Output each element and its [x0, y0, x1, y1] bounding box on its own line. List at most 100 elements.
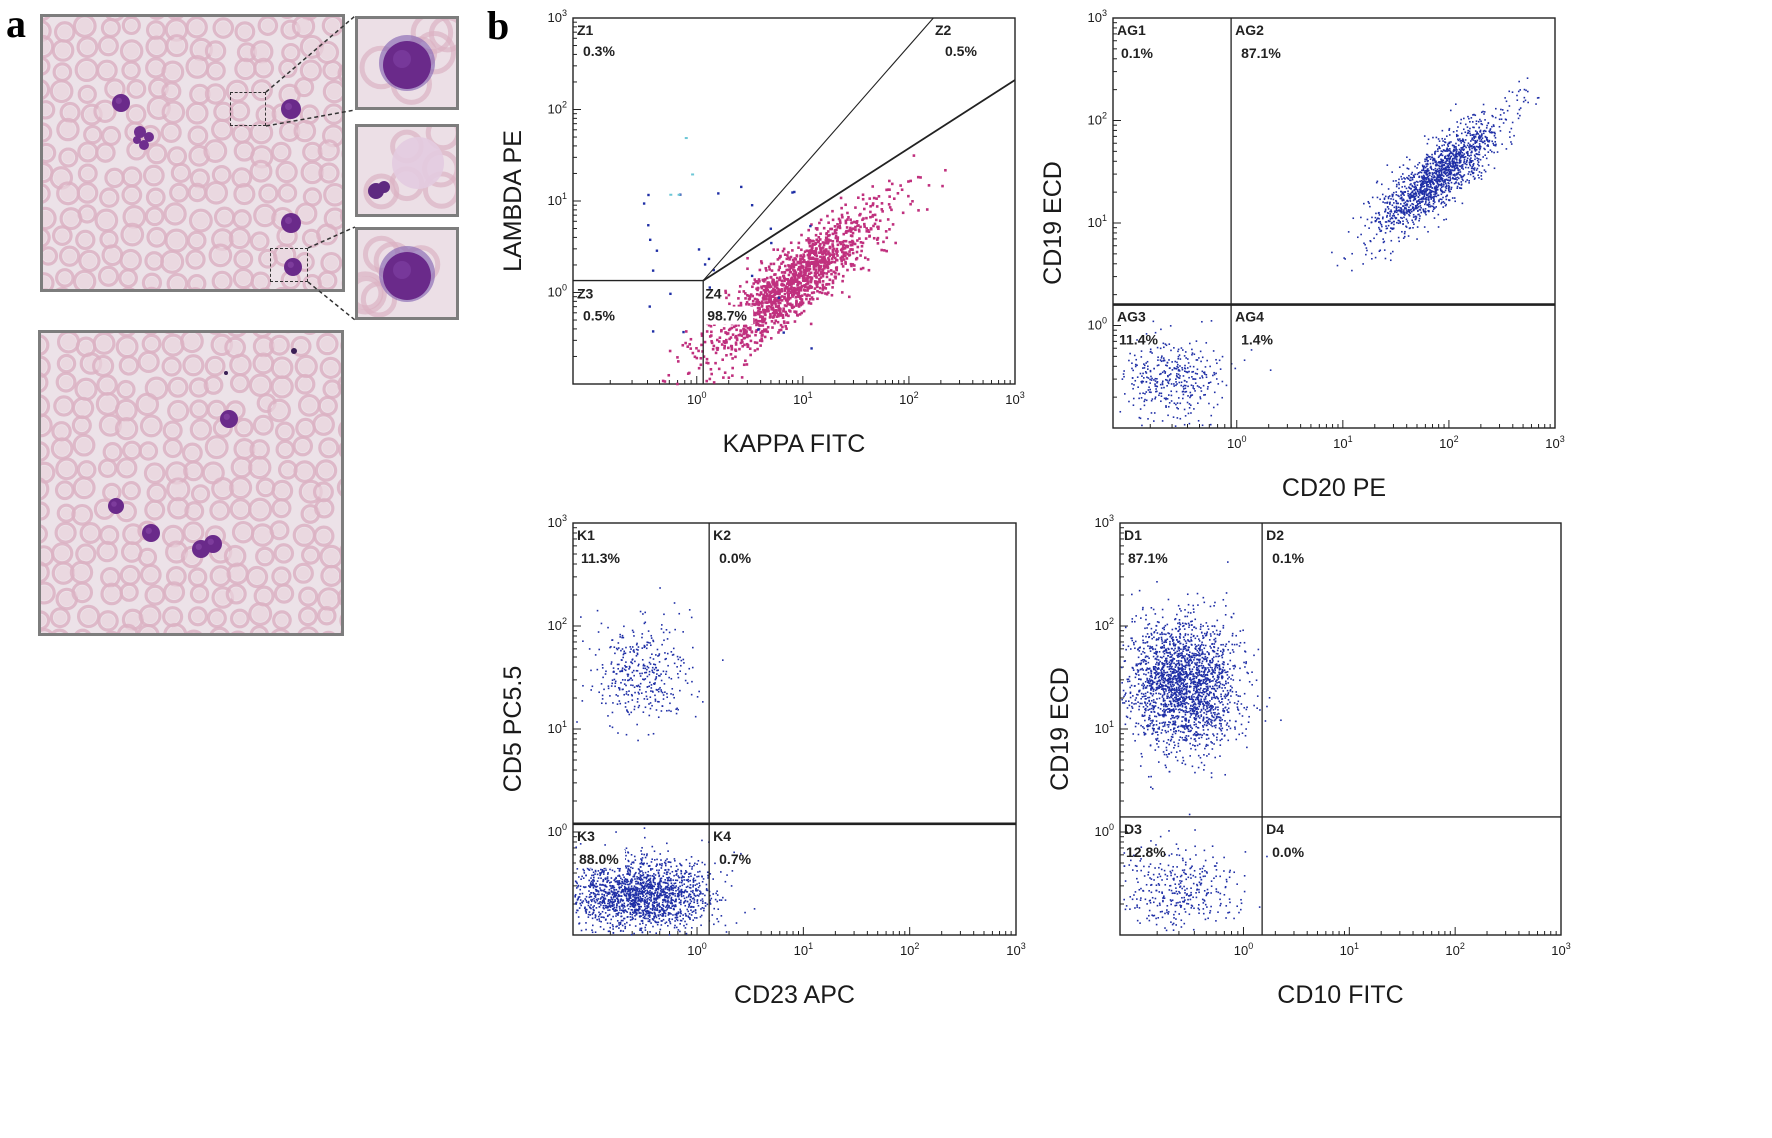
event-dot [653, 850, 656, 853]
event-dot [637, 882, 639, 885]
event-dot [713, 923, 715, 926]
event-dot [1439, 188, 1442, 190]
event-dot [1442, 206, 1445, 208]
event-dot [1438, 161, 1440, 163]
event-dot [1184, 370, 1186, 372]
event-dot [627, 867, 630, 870]
event-dot [634, 918, 637, 921]
event-dot [1425, 188, 1428, 190]
event-dot [1459, 171, 1462, 173]
event-dot [594, 901, 597, 904]
event-dot [1389, 215, 1391, 217]
event-dot [1494, 144, 1497, 147]
event-dot [575, 881, 578, 883]
event-dot [1396, 183, 1398, 186]
event-dot [678, 902, 681, 904]
event-dot [640, 858, 642, 860]
event-dot [662, 694, 665, 696]
event-dot [734, 334, 738, 338]
event-dot [593, 893, 596, 895]
event-dot [1410, 191, 1413, 194]
event-dot [1463, 160, 1465, 162]
event-dot [642, 885, 645, 888]
event-dot [666, 900, 669, 903]
event-dot [1470, 167, 1473, 170]
event-dot [748, 326, 752, 330]
event-dot [1182, 375, 1185, 377]
event-dot [667, 924, 669, 927]
event-dot [872, 224, 875, 228]
event-dot [616, 898, 619, 901]
event-dot [1409, 204, 1412, 207]
event-dot [677, 875, 679, 877]
event-dot [790, 282, 794, 286]
event-dot [697, 248, 701, 251]
event-dot [1409, 193, 1412, 195]
event-dot [677, 676, 680, 679]
event-dot [610, 661, 613, 663]
event-dot [821, 256, 825, 259]
event-dot [1438, 172, 1440, 174]
event-dot [1441, 201, 1443, 204]
event-dot [815, 280, 819, 284]
event-dot [589, 907, 592, 909]
event-dot [764, 329, 768, 333]
event-dot [615, 906, 618, 909]
event-dot [636, 878, 638, 880]
event-dot [1472, 114, 1474, 116]
event-dot [1423, 165, 1426, 168]
event-dot [1461, 148, 1463, 151]
event-dot [1454, 178, 1457, 180]
event-dot [1403, 180, 1406, 183]
event-dot [690, 856, 693, 858]
event-dot [797, 305, 801, 308]
event-dot [705, 330, 709, 333]
event-dot [589, 893, 591, 896]
event-dot [1439, 170, 1442, 172]
event-dot [1487, 140, 1489, 143]
event-dot [780, 271, 784, 274]
event-dot [1480, 175, 1483, 177]
event-dot [689, 902, 692, 905]
event-dot [857, 196, 860, 200]
event-dot [771, 280, 774, 284]
event-dot [787, 273, 791, 277]
event-dot [1484, 154, 1487, 157]
event-dot [1405, 226, 1408, 228]
event-dot [1478, 171, 1481, 173]
event-dot [612, 667, 615, 669]
event-dot [826, 291, 830, 294]
event-dot [1464, 156, 1467, 158]
event-dot [1422, 185, 1425, 188]
event-dot [1472, 146, 1475, 149]
event-dot [845, 257, 849, 260]
event-dot [1187, 395, 1189, 397]
event-dot [612, 915, 614, 918]
event-dot [1426, 154, 1429, 156]
event-dot [1395, 205, 1398, 208]
event-dot [628, 665, 631, 668]
event-dot [1156, 364, 1159, 367]
event-dot [1119, 410, 1122, 413]
event-dot [835, 252, 838, 256]
event-dot [1390, 217, 1393, 219]
event-dot [1447, 199, 1450, 201]
event-dot [600, 683, 603, 685]
event-dot [761, 320, 764, 324]
event-dot [633, 651, 636, 653]
event-dot [1393, 202, 1395, 204]
event-dot [783, 321, 786, 325]
event-dot [1448, 188, 1450, 190]
event-dot [586, 901, 588, 903]
event-dot [647, 666, 650, 669]
event-dot [782, 247, 786, 251]
event-dot [1166, 361, 1169, 364]
event-dot [1408, 195, 1410, 198]
event-dot [1417, 206, 1420, 208]
event-dot [1188, 403, 1191, 405]
event-dot [764, 328, 768, 331]
event-dot [773, 300, 777, 304]
event-dot [821, 274, 825, 278]
event-dot [644, 667, 647, 670]
event-dot [615, 913, 618, 915]
